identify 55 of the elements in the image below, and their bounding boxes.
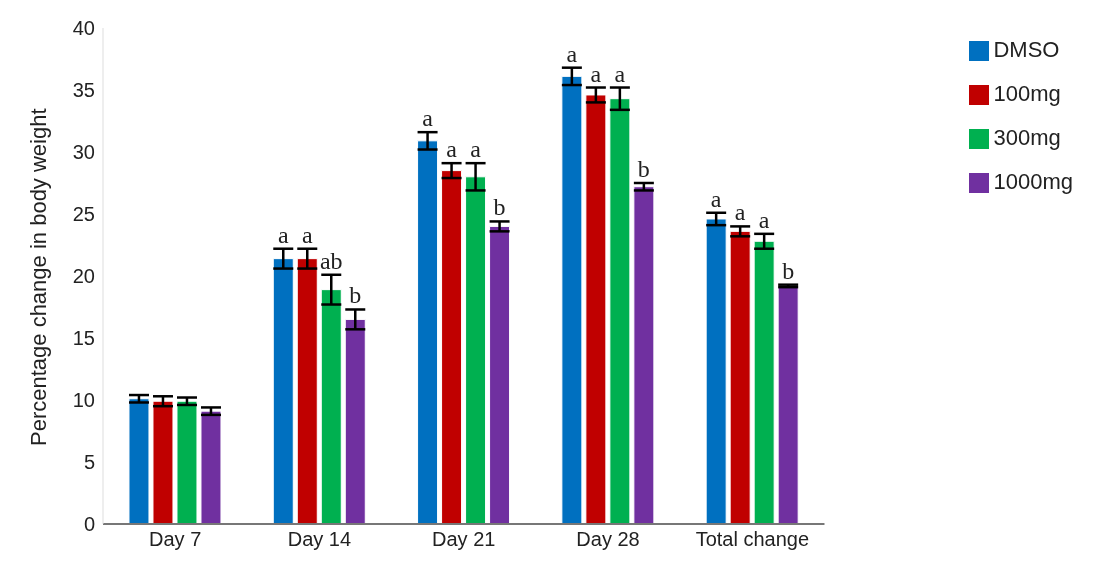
bar [296, 258, 318, 524]
data-label: a [446, 136, 458, 163]
y-axis-title: Percentage change in body weight [25, 108, 51, 446]
data-label: ab [319, 247, 343, 274]
bar [609, 98, 631, 524]
bar [272, 258, 294, 524]
bar [152, 400, 174, 524]
data-label: a [590, 60, 602, 87]
data-label: a [422, 105, 434, 132]
data-label: a [301, 221, 313, 248]
x-tick-label: Day 14 [287, 528, 352, 551]
data-label: a [277, 221, 289, 248]
bar [729, 230, 751, 524]
legend-label: 100mg [993, 81, 1061, 106]
bar [777, 285, 799, 524]
data-label: a [614, 60, 626, 87]
bar [465, 176, 487, 524]
y-tick-label: 15 [72, 327, 95, 350]
bar [176, 400, 198, 524]
y-tick-label: 35 [72, 79, 95, 102]
bar [585, 94, 607, 524]
x-tick-label: Day 21 [432, 528, 496, 551]
bar [417, 140, 439, 524]
y-tick-label: 40 [72, 17, 95, 40]
y-tick-label: 0 [83, 513, 95, 536]
data-label: a [758, 206, 770, 233]
data-label: a [566, 40, 578, 67]
y-tick-label: 10 [72, 389, 95, 412]
bar [705, 218, 727, 524]
bar [320, 289, 342, 524]
data-label: a [470, 136, 482, 163]
data-label: b [782, 257, 795, 284]
bar [753, 240, 775, 524]
bar [441, 170, 463, 524]
bar [128, 398, 150, 524]
x-tick-label: Day 28 [576, 528, 640, 551]
data-label: b [493, 194, 506, 221]
data-label: b [349, 282, 362, 309]
data-label: b [637, 156, 650, 182]
y-tick-label: 20 [72, 265, 95, 288]
bar [344, 318, 366, 524]
y-tick-label: 30 [72, 141, 95, 164]
legend-label: 1000mg [993, 169, 1073, 194]
bar [489, 225, 511, 524]
bar [200, 410, 222, 524]
y-tick-label: 25 [72, 203, 95, 226]
bar [561, 75, 583, 524]
data-label: a [710, 185, 722, 212]
x-tick-label: Day 7 [149, 528, 202, 551]
legend-label: DMSO [993, 37, 1060, 62]
legend-label: 300mg [993, 125, 1061, 150]
data-label: a [734, 199, 746, 226]
x-tick-label: Total change [695, 528, 810, 551]
bar [633, 186, 655, 524]
y-tick-label: 5 [83, 451, 95, 474]
